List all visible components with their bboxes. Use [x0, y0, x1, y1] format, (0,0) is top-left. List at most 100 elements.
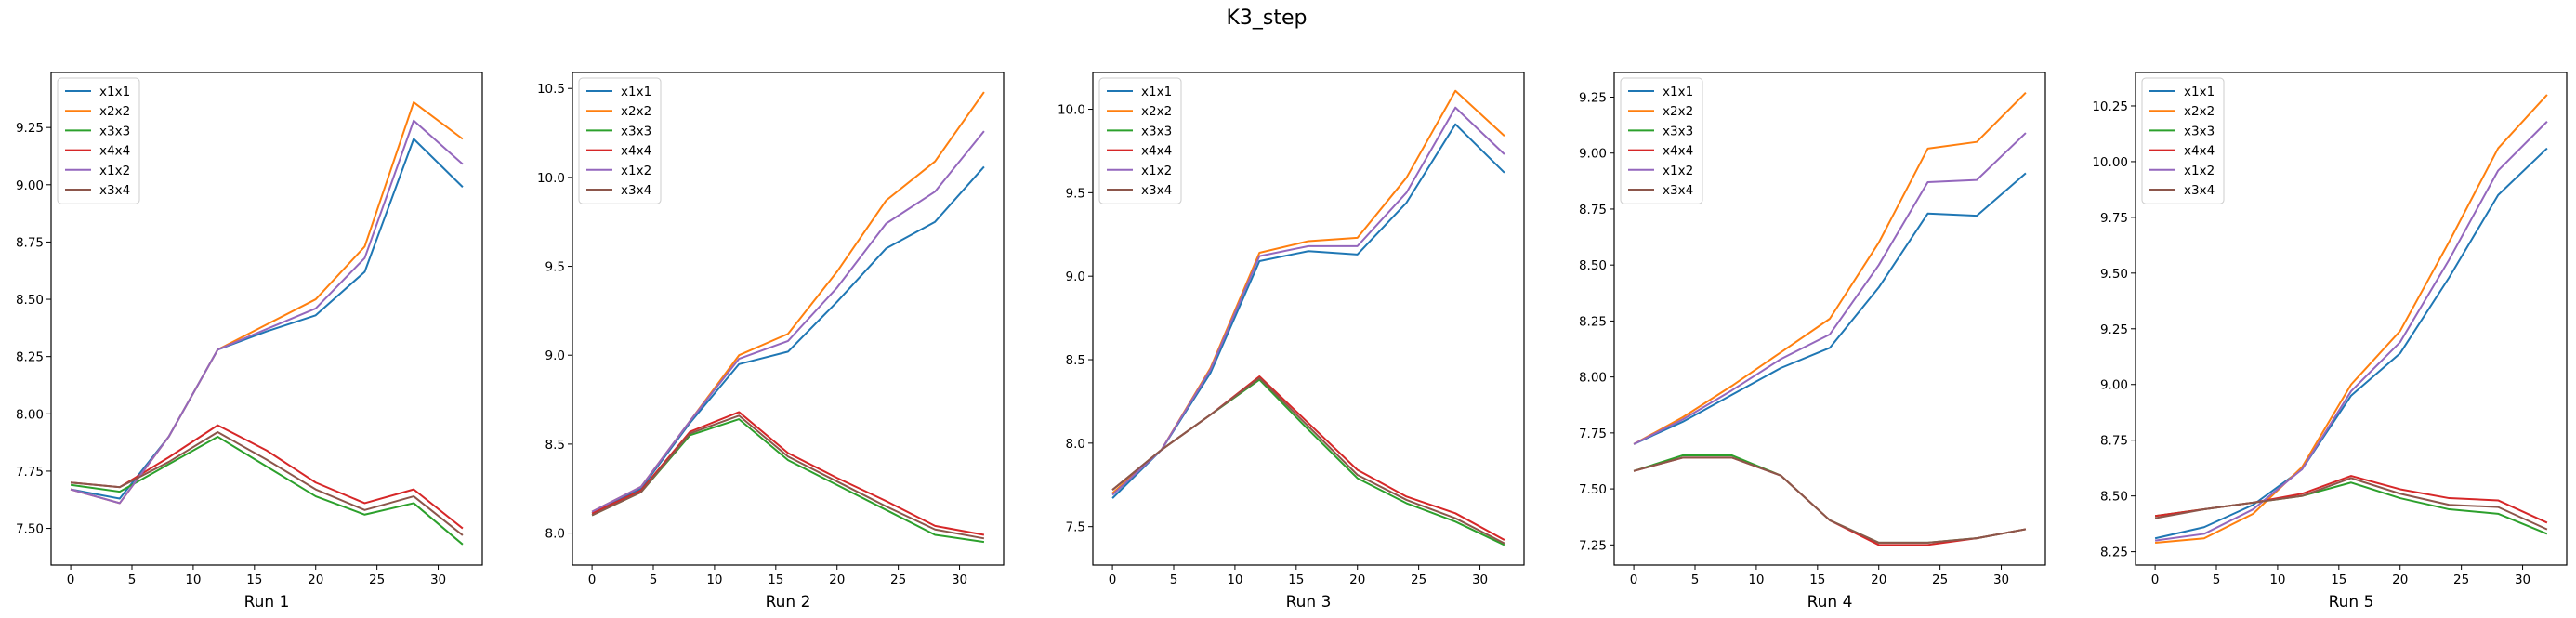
y-tick-label: 7.50: [16, 522, 44, 537]
legend-label: x1x1: [99, 85, 130, 99]
x-tick-label: 5: [1691, 572, 1700, 587]
legend-box: [1098, 77, 1182, 204]
y-tick-label: 8.5: [545, 438, 565, 453]
y-tick-label: 9.5: [1066, 186, 1085, 201]
legend-label: x3x4: [1663, 183, 1693, 198]
y-tick-label: 8.50: [16, 293, 44, 308]
x-tick-label: 10: [1227, 572, 1242, 587]
axes-frame: [572, 72, 1005, 566]
x-tick-label: 0: [2151, 572, 2160, 587]
series-line-x3x3: [1111, 378, 1505, 546]
legend-label: x2x2: [2184, 104, 2215, 119]
y-tick-label: 8.25: [2100, 546, 2128, 560]
legend-label: x1x1: [1141, 85, 1172, 99]
x-tick-label: 25: [369, 572, 385, 587]
legend-label: x2x2: [99, 104, 130, 119]
x-tick-label: 5: [650, 572, 658, 587]
y-tick-label: 8.25: [1579, 314, 1607, 329]
legend: x1x1 x2x2 x3x3 x4x4 x1x2 x3x4: [2141, 77, 2225, 204]
legend-box: [2141, 77, 2225, 204]
y-tick-label: 7.75: [1579, 427, 1607, 441]
legend: x1x1 x2x2 x3x3 x4x4 x1x2 x3x4: [1098, 77, 1182, 204]
series-line-x3x3: [1633, 454, 2027, 544]
y-tick-label: 9.50: [2100, 267, 2128, 282]
y-tick-label: 8.25: [16, 350, 44, 365]
legend-box: [578, 77, 662, 204]
series-line-x1x2: [70, 119, 464, 505]
x-tick-label: 30: [2515, 572, 2530, 587]
x-tick-label: 0: [588, 572, 597, 587]
x-tick-label: 20: [1871, 572, 1886, 587]
legend-box: [57, 77, 140, 204]
legend-label: x3x4: [2184, 183, 2215, 198]
legend: x1x1 x2x2 x3x3 x4x4 x1x2 x3x4: [57, 77, 140, 204]
series-line-x1x1: [2154, 147, 2548, 540]
x-tick-label: 5: [128, 572, 137, 587]
legend-label: x1x1: [621, 85, 651, 99]
subplot-run-2: 0 5 10 15 20 25 30 8.0 8.5 9.0 9.5 10.0 10.5 Run 2 x1x…: [537, 72, 1005, 611]
legend-label: x1x1: [1663, 85, 1693, 99]
series-line-x3x4: [1633, 456, 2027, 544]
x-axis-label: Run 4: [1807, 593, 1853, 611]
x-axis-label: Run 3: [1286, 593, 1332, 611]
legend-label: x2x2: [1141, 104, 1172, 119]
x-tick-label: 25: [1411, 572, 1426, 587]
series-line-x2x2: [2154, 94, 2548, 545]
legend-label: x1x2: [2184, 164, 2215, 178]
x-tick-label: 15: [1288, 572, 1304, 587]
y-tick-label: 9.00: [1579, 147, 1607, 162]
y-tick-label: 9.25: [16, 121, 44, 136]
subplot-run-3: 0 5 10 15 20 25 30 7.5 8.0 8.5 9.0 9.5 10.0 Run 3 x1x1…: [1058, 72, 1525, 611]
subplot-run-4: 0 5 10 15 20 25 30 7.25 7.50 7.75 8.00 8.25 8.50 8.75…: [1579, 72, 2046, 611]
series-line-x1x2: [591, 130, 985, 513]
legend-label: x3x4: [1141, 183, 1172, 198]
x-tick-label: 20: [2392, 572, 2408, 587]
legend-label: x4x4: [621, 144, 651, 159]
x-tick-label: 10: [1748, 572, 1764, 587]
y-tick-label: 8.0: [545, 527, 565, 542]
y-tick-label: 10.00: [2092, 155, 2128, 170]
x-axis-label: Run 2: [766, 593, 811, 611]
y-tick-label: 8.00: [1579, 371, 1607, 386]
legend-label: x2x2: [1663, 104, 1693, 119]
y-tick-label: 8.00: [16, 407, 44, 422]
x-tick-label: 20: [308, 572, 323, 587]
x-tick-label: 15: [2331, 572, 2346, 587]
x-axis-label: Run 5: [2329, 593, 2374, 611]
x-tick-label: 25: [890, 572, 906, 587]
x-tick-label: 5: [2213, 572, 2221, 587]
legend: x1x1 x2x2 x3x3 x4x4 x1x2 x3x4: [1620, 77, 1703, 204]
x-tick-label: 15: [768, 572, 783, 587]
series-line-x3x4: [1111, 376, 1505, 545]
series-line-x1x1: [591, 165, 985, 515]
series-line-x1x2: [1633, 132, 2027, 445]
y-tick-label: 8.75: [16, 235, 44, 250]
legend-label: x3x3: [621, 124, 651, 138]
y-tick-label: 9.0: [545, 348, 565, 363]
legend-label: x3x4: [621, 183, 651, 198]
legend-label: x1x2: [1663, 164, 1693, 178]
x-tick-label: 0: [1630, 572, 1638, 587]
x-tick-label: 20: [1349, 572, 1365, 587]
legend-label: x1x2: [621, 164, 651, 178]
y-tick-label: 7.75: [16, 465, 44, 480]
series-line-x4x4: [70, 424, 464, 530]
y-tick-label: 8.50: [2100, 490, 2128, 505]
y-tick-label: 9.25: [1579, 91, 1607, 106]
y-tick-label: 8.0: [1066, 437, 1085, 452]
legend-label: x3x4: [99, 183, 130, 198]
x-tick-label: 5: [1170, 572, 1178, 587]
y-tick-label: 9.00: [16, 178, 44, 193]
x-tick-label: 25: [1932, 572, 1948, 587]
y-tick-label: 9.25: [2100, 322, 2128, 337]
subplot-run-5: 0 5 10 15 20 25 30 8.25 8.50 8.75 9.00 9.25 9.50 9.75…: [2092, 72, 2568, 611]
y-tick-label: 10.5: [537, 82, 565, 97]
y-tick-label: 10.0: [1058, 103, 1085, 118]
legend-label: x3x3: [2184, 124, 2215, 138]
x-axis-label: Run 1: [244, 593, 290, 611]
axes-frame: [2135, 72, 2568, 566]
series-line-x3x4: [70, 431, 464, 536]
y-tick-label: 10.0: [537, 171, 565, 186]
legend-label: x4x4: [1663, 144, 1693, 159]
subplot-run-1: 0 5 10 15 20 25 30 7.50 7.75 8.00 8.25 8.50 8.75 9.00…: [16, 72, 483, 611]
